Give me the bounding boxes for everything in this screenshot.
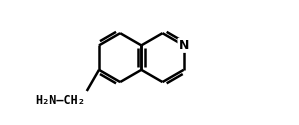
Text: N: N <box>179 39 189 52</box>
Text: H₂N—CH₂: H₂N—CH₂ <box>36 94 86 107</box>
